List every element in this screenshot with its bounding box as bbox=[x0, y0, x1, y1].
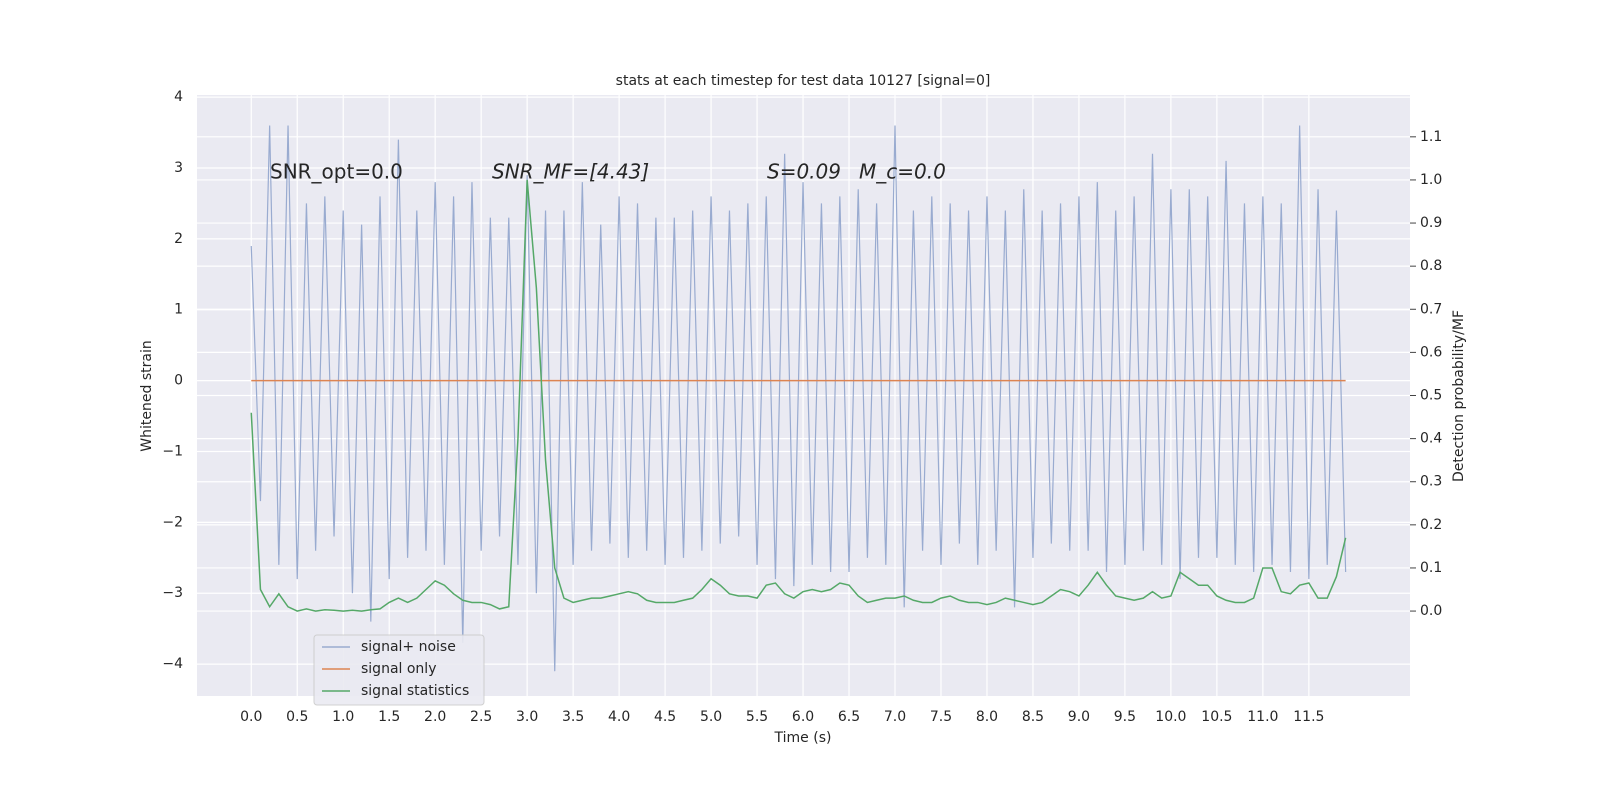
x-tick-label: 3.0 bbox=[516, 709, 538, 725]
y2-tick-label: 0.0 bbox=[1420, 603, 1442, 619]
y2-tick-label: 0.3 bbox=[1420, 474, 1442, 490]
x-tick-label: 4.0 bbox=[608, 709, 630, 725]
x-tick-label: 9.5 bbox=[1114, 709, 1136, 725]
chart-title: stats at each timestep for test data 101… bbox=[616, 73, 991, 89]
y-tick-label: 2 bbox=[174, 231, 183, 247]
x-tick-label: 5.5 bbox=[746, 709, 768, 725]
y2-tick-label: 0.8 bbox=[1420, 258, 1442, 274]
x-tick-label: 5.0 bbox=[700, 709, 722, 725]
y-tick-label: −3 bbox=[162, 585, 183, 601]
x-tick-label: 2.5 bbox=[470, 709, 492, 725]
y-axis-label: Whitened strain bbox=[139, 340, 155, 451]
y-tick-label: −1 bbox=[162, 443, 183, 459]
y-tick-label: −2 bbox=[162, 514, 183, 530]
x-tick-label: 6.5 bbox=[838, 709, 860, 725]
y2-tick-label: 0.1 bbox=[1420, 560, 1442, 576]
annotation: SNR_MF=[4.43] bbox=[492, 160, 649, 184]
x-tick-label: 7.5 bbox=[930, 709, 952, 725]
y2-tick-label: 1.1 bbox=[1420, 129, 1442, 145]
y2-tick-label: 0.7 bbox=[1420, 301, 1442, 317]
x-tick-label: 4.5 bbox=[654, 709, 676, 725]
x-tick-label: 11.0 bbox=[1247, 709, 1278, 725]
series-line bbox=[250, 179, 1347, 612]
y-tick-label: 1 bbox=[174, 302, 183, 318]
series-line bbox=[250, 125, 1347, 672]
x-tick-label: 0.0 bbox=[240, 709, 262, 725]
legend-label: signal only bbox=[361, 661, 436, 677]
x-tick-label: 10.5 bbox=[1201, 709, 1232, 725]
y2-tick-label: 0.4 bbox=[1420, 431, 1442, 447]
x-tick-label: 6.0 bbox=[792, 709, 814, 725]
x-tick-label: 2.0 bbox=[424, 709, 446, 725]
x-tick-label: 8.5 bbox=[1022, 709, 1044, 725]
x-tick-label: 3.5 bbox=[562, 709, 584, 725]
x-tick-label: 9.0 bbox=[1068, 709, 1090, 725]
y2-tick-label: 0.2 bbox=[1420, 517, 1442, 533]
y2-tick-label: 0.5 bbox=[1420, 388, 1442, 404]
y2-tick-label: 0.9 bbox=[1420, 215, 1442, 231]
y2-tick-label: 1.0 bbox=[1420, 172, 1442, 188]
legend-label: signal statistics bbox=[361, 683, 469, 699]
annotation: S=0.09 bbox=[767, 160, 841, 184]
x-tick-label: 8.0 bbox=[976, 709, 998, 725]
legend-label: signal+ noise bbox=[361, 639, 456, 655]
x-tick-label: 7.0 bbox=[884, 709, 906, 725]
y-tick-label: 3 bbox=[174, 160, 183, 176]
x-tick-label: 0.5 bbox=[286, 709, 308, 725]
x-tick-label: 1.0 bbox=[332, 709, 354, 725]
y-tick-label: 0 bbox=[174, 373, 183, 389]
y2-tick-label: 0.6 bbox=[1420, 344, 1442, 360]
x-axis-label: Time (s) bbox=[774, 730, 832, 746]
annotation: SNR_opt=0.0 bbox=[270, 160, 403, 184]
annotation: M_c=0.0 bbox=[859, 160, 946, 184]
x-tick-label: 1.5 bbox=[378, 709, 400, 725]
y-tick-label: 4 bbox=[174, 89, 183, 105]
legend-box bbox=[313, 634, 485, 706]
y2-axis-label: Detection probability/MF bbox=[1451, 310, 1467, 482]
y-tick-label: −4 bbox=[162, 656, 183, 672]
x-tick-label: 10.0 bbox=[1155, 709, 1186, 725]
x-tick-label: 11.5 bbox=[1293, 709, 1324, 725]
